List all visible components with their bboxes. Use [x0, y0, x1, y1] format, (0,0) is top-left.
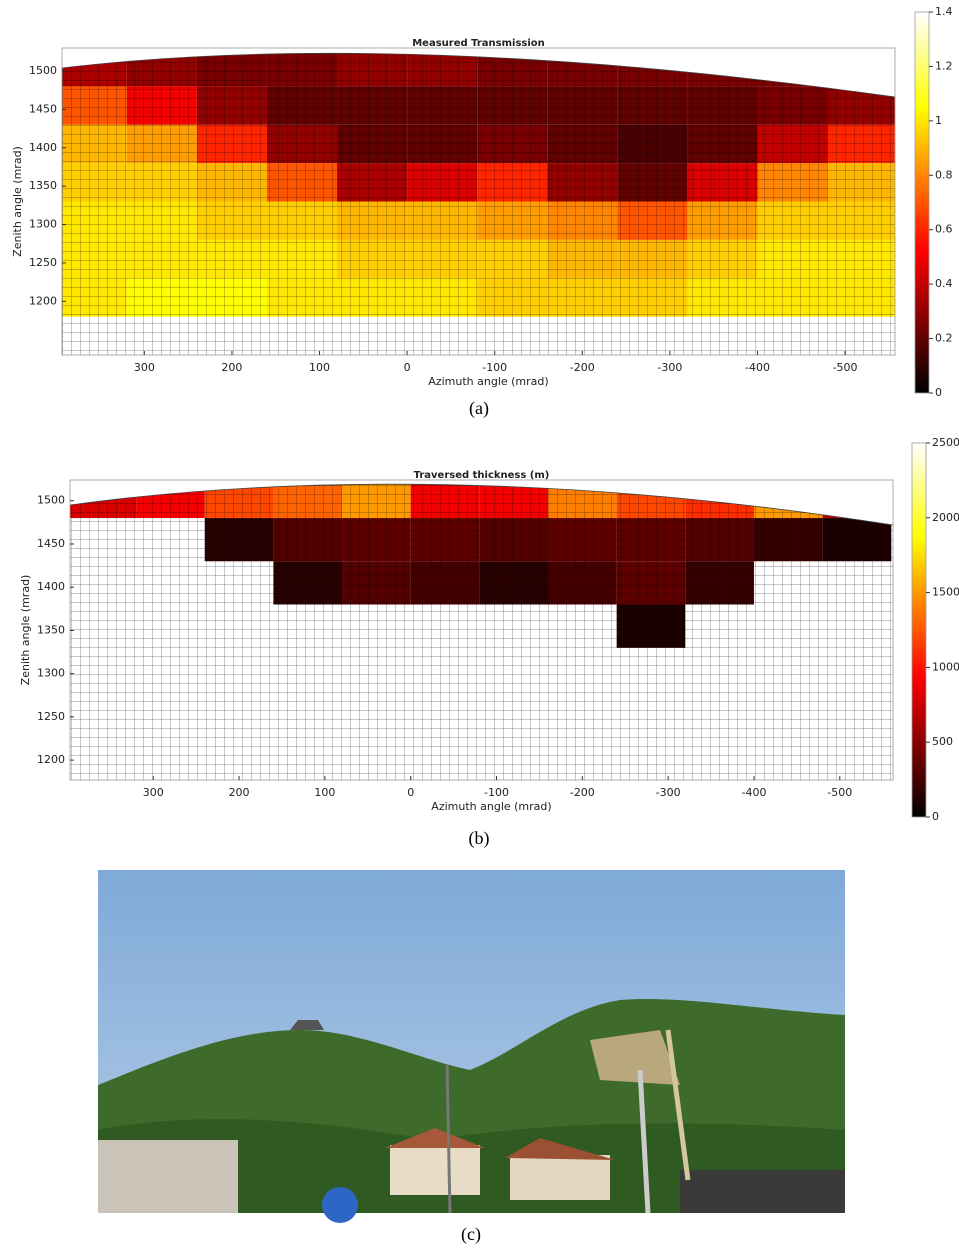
y-tick-label: 1250 [29, 256, 57, 269]
caption: (c) [461, 1224, 481, 1245]
x-tick-label: 300 [143, 786, 164, 799]
x-tick-label: 100 [314, 786, 335, 799]
x-tick-label: -300 [656, 786, 681, 799]
top-edge [61, 52, 896, 98]
y-tick-label: 1500 [37, 494, 65, 507]
plot-area [70, 484, 893, 780]
chart-title: Measured Transmission [412, 38, 545, 49]
x-tick-label: -200 [570, 786, 595, 799]
x-tick-label: -200 [570, 361, 595, 374]
colorbar-tick-label: 1.4 [935, 5, 953, 18]
y-tick-label: 1450 [29, 102, 57, 115]
y-tick-label: 1350 [37, 623, 65, 636]
top-edge [69, 483, 894, 526]
x-tick-label: 200 [229, 786, 250, 799]
x-tick-label: -300 [657, 361, 682, 374]
plot-area [62, 53, 895, 355]
colorbar-tick-label: 0 [935, 386, 942, 399]
x-tick-label: 100 [309, 361, 330, 374]
y-axis-label: Zenith angle (mrad) [11, 146, 24, 257]
heatmap-cell [822, 484, 892, 519]
x-axis-label: Azimuth angle (mrad) [428, 375, 548, 388]
chart-title: Traversed thickness (m) [414, 470, 550, 481]
y-tick-label: 1400 [37, 580, 65, 593]
colorbar-tick-label: 2500 [932, 436, 959, 449]
x-tick-label: -400 [745, 361, 770, 374]
caption: (a) [469, 398, 489, 419]
x-tick-label: -100 [482, 361, 507, 374]
y-tick-label: 1300 [37, 667, 65, 680]
colorbar-tick-label: 0 [932, 810, 939, 823]
colorbar-tick-label: 1500 [932, 586, 959, 599]
colorbar-tick-label: 0.6 [935, 223, 953, 236]
x-axis-label: Azimuth angle (mrad) [431, 800, 551, 813]
x-tick-label: -400 [741, 786, 766, 799]
colorbar [911, 442, 927, 818]
x-tick-label: -500 [827, 786, 852, 799]
plot-frame [61, 47, 896, 356]
x-tick-label: 300 [134, 361, 155, 374]
y-tick-label: 1200 [37, 753, 65, 766]
colorbar-tick-label: 0.8 [935, 168, 953, 181]
colorbar [914, 11, 930, 394]
colorbar-tick-label: 1000 [932, 660, 959, 673]
colorbar-tick-label: 2000 [932, 511, 959, 524]
y-axis-label: Zenith angle (mrad) [19, 575, 32, 686]
photo [98, 870, 845, 1223]
y-tick-label: 1250 [37, 710, 65, 723]
y-tick-label: 1500 [29, 64, 57, 77]
colorbar-tick-label: 1.2 [935, 59, 953, 72]
colorbar-tick-label: 0.2 [935, 332, 953, 345]
y-tick-label: 1300 [29, 218, 57, 231]
cell-grid [70, 484, 893, 780]
colorbar-tick-label: 0.4 [935, 277, 953, 290]
y-tick-label: 1350 [29, 179, 57, 192]
colorbar-tick-label: 500 [932, 735, 953, 748]
x-tick-label: -100 [484, 786, 509, 799]
y-tick-label: 1200 [29, 294, 57, 307]
caption: (b) [469, 828, 490, 849]
x-tick-label: 200 [221, 361, 242, 374]
cell-grid [62, 53, 895, 355]
x-tick-label: 0 [404, 361, 411, 374]
x-tick-label: 0 [407, 786, 414, 799]
x-tick-label: -500 [833, 361, 858, 374]
colorbar-tick-label: 1 [935, 114, 942, 127]
heatmap-cell [827, 53, 895, 87]
y-tick-label: 1450 [37, 537, 65, 550]
y-tick-label: 1400 [29, 141, 57, 154]
